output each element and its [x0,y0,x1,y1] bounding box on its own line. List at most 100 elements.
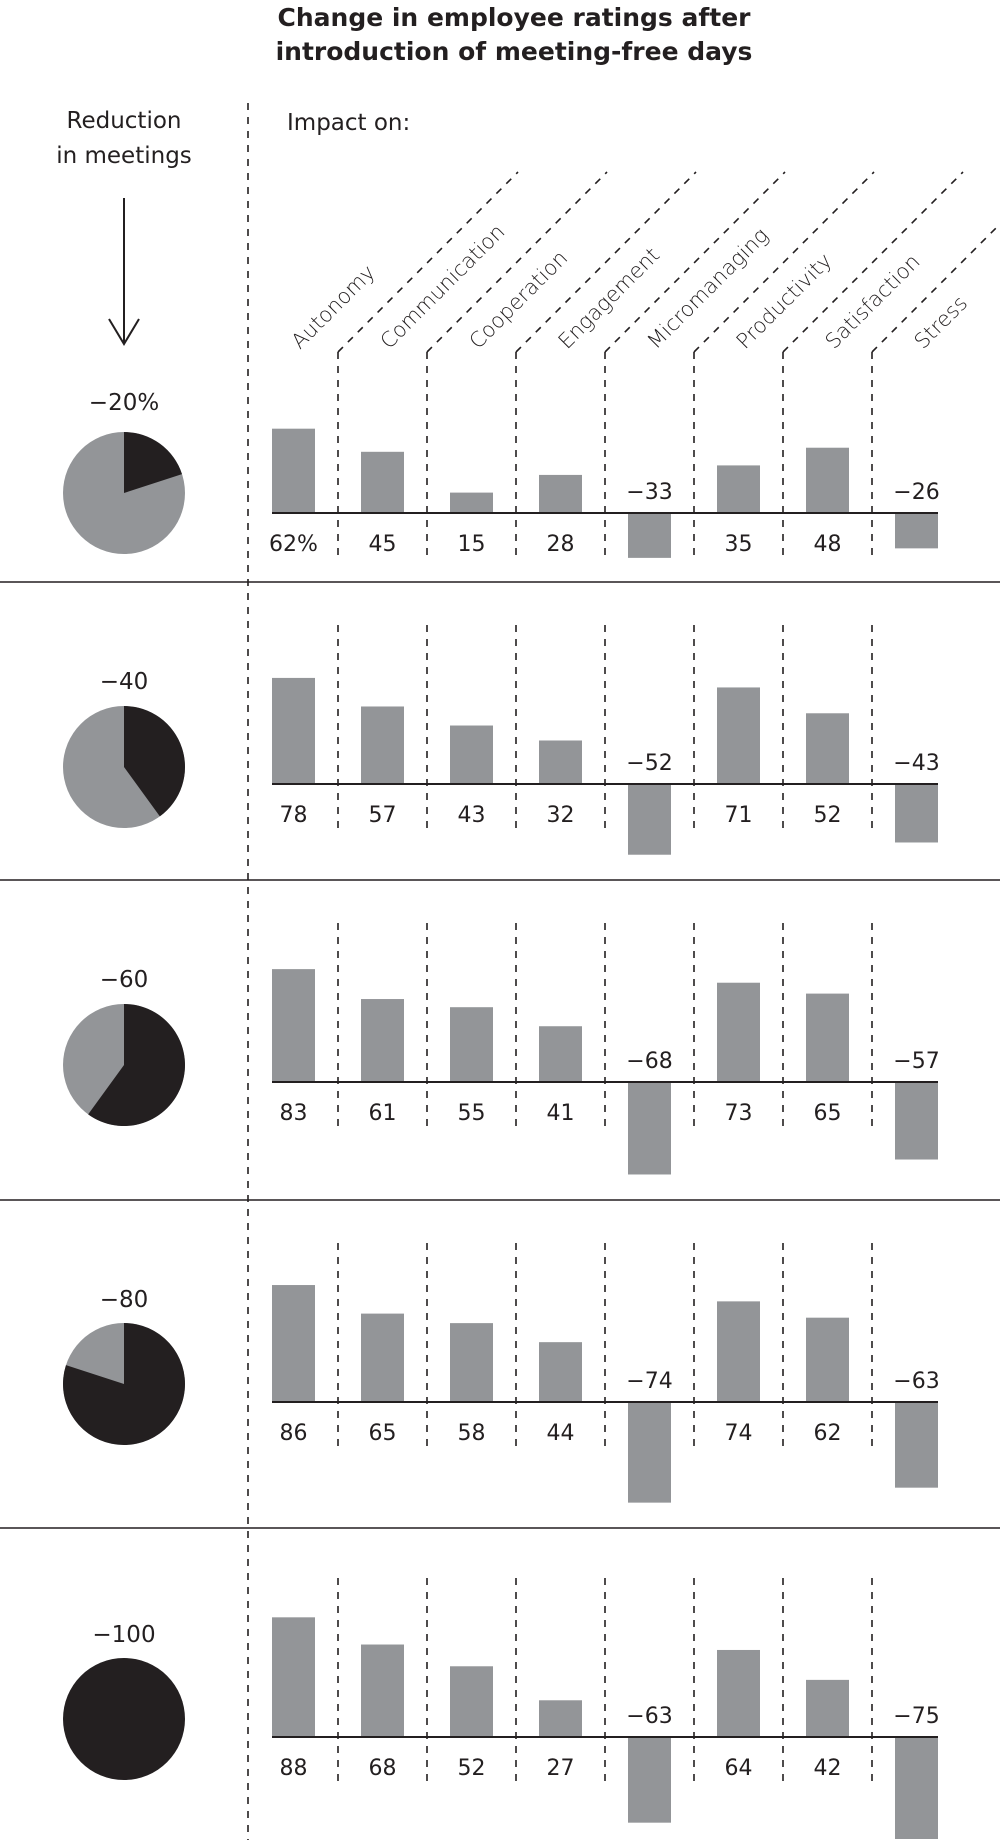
category-divider-diagonal [782,171,964,353]
value-label: 71 [725,803,753,828]
bar-communication [361,1313,404,1402]
bar-micromanaging [628,1737,671,1823]
bar-cooperation [450,1007,493,1082]
bar-satisfaction [806,447,849,513]
bar-productivity [717,465,760,513]
bar-micromanaging [628,1402,671,1503]
reduction-pie-icon [63,1004,185,1126]
bar-stress [895,513,938,549]
bar-cooperation [450,492,493,513]
bar-productivity [717,982,760,1082]
bar-communication [361,706,404,784]
value-label: 52 [814,803,842,828]
value-label: 42 [814,1756,842,1781]
chart-row-reduction-40: −40 78 57 43 32 −52 71 52 −43 [0,625,1000,881]
bar-satisfaction [806,1317,849,1402]
value-label: 83 [280,1101,308,1126]
value-label: 62 [814,1421,842,1446]
bar-micromanaging [628,784,671,855]
bar-autonomy [272,1285,315,1402]
category-divider-diagonal [337,171,519,353]
column-axis-label: Impact on: [287,110,410,136]
chart-title-line-1: Change in employee ratings after [278,3,752,32]
value-label: 45 [369,532,397,557]
category-label-stress: Stress [910,291,973,354]
bar-productivity [717,1649,760,1737]
category-divider-diagonal [604,171,786,353]
row-axis-header: Reduction in meetings [56,108,192,346]
bar-stress [895,1737,938,1839]
bar-communication [361,999,404,1082]
bar-stress [895,784,938,843]
value-label: 74 [725,1421,753,1446]
chart-row-reduction-100: −100 88 68 52 27 −63 64 42 −75 [63,1578,940,1839]
value-label: 28 [547,532,575,557]
reduction-label: −20% [89,390,159,416]
reduction-pie-icon [63,1658,185,1780]
bar-cooperation [450,1666,493,1737]
value-label: 48 [814,532,842,557]
value-label: −52 [626,751,672,776]
reduction-label: −80 [100,1287,149,1313]
bar-cooperation [450,1323,493,1402]
chart-row-reduction-60: −60 83 61 55 41 −68 73 65 −57 [0,923,1000,1201]
bar-communication [361,1644,404,1737]
category-divider-diagonal [515,171,697,353]
down-arrow-icon [108,198,140,346]
reduction-pie-icon [63,706,186,828]
value-label: 86 [280,1421,308,1446]
value-label: 61 [369,1101,397,1126]
value-label: 15 [458,532,486,557]
reduction-pie-icon [63,432,185,554]
value-label: −43 [893,751,939,776]
value-label: 57 [369,803,397,828]
bar-cooperation [450,725,493,784]
value-label: 88 [280,1756,308,1781]
value-label: −63 [893,1369,939,1394]
bar-engagement [539,1342,582,1402]
chart-rows: −20% 62% 45 15 28 −33 35 48 −26 −40 78 57 43 32 −52 71 5… [0,352,1000,1839]
bar-stress [895,1082,938,1160]
bar-autonomy [272,677,315,784]
category-headers: AutonomyCommunicationCooperationEngageme… [287,171,1000,354]
category-label-autonomy: Autonomy [287,260,380,353]
value-label: 41 [547,1101,575,1126]
value-label: −63 [626,1704,672,1729]
chart-row-reduction-80: −80 86 65 58 44 −74 74 62 −63 [0,1243,1000,1529]
value-label: 68 [369,1756,397,1781]
chart-title-line-2: introduction of meeting-free days [276,37,753,66]
value-label: 43 [458,803,486,828]
bar-satisfaction [806,1679,849,1737]
value-label: 35 [725,532,753,557]
category-divider-diagonal [693,171,875,353]
reduction-label: −60 [100,967,149,993]
value-label: 65 [369,1421,397,1446]
bar-micromanaging [628,1082,671,1175]
row-axis-label-line-2: in meetings [56,143,192,169]
bar-stress [895,1402,938,1488]
value-label: −74 [626,1369,672,1394]
bar-autonomy [272,428,315,513]
value-label: 65 [814,1101,842,1126]
value-label: 52 [458,1756,486,1781]
bar-engagement [539,474,582,513]
bar-engagement [539,1700,582,1737]
bar-satisfaction [806,713,849,784]
value-label: 73 [725,1101,753,1126]
bar-autonomy [272,969,315,1082]
value-label: 64 [725,1756,753,1781]
bar-micromanaging [628,513,671,558]
category-divider-diagonal [426,171,608,353]
reduction-label: −100 [92,1622,155,1648]
value-label: 78 [280,803,308,828]
value-label: −75 [893,1704,939,1729]
bar-productivity [717,1301,760,1402]
value-label: 44 [547,1421,575,1446]
bar-communication [361,451,404,513]
value-label: −26 [893,480,939,505]
row-axis-label-line-1: Reduction [67,108,182,134]
bar-productivity [717,687,760,784]
value-label: −33 [626,480,672,505]
